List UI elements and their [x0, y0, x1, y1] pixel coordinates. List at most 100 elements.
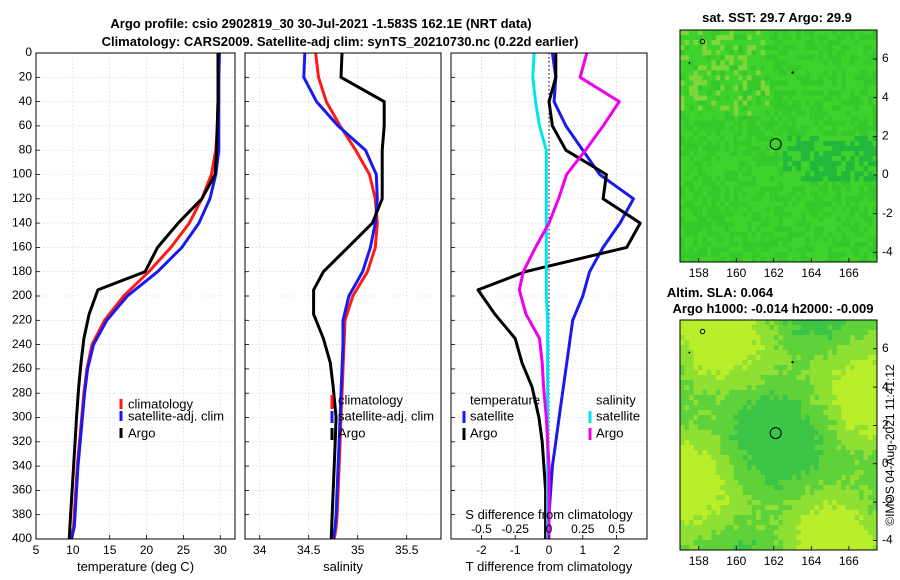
map-cell — [729, 206, 735, 213]
map-cell — [868, 171, 874, 177]
map-cell — [805, 435, 811, 441]
map-cell — [868, 115, 874, 122]
map-cell — [841, 60, 847, 66]
map-cell — [697, 115, 703, 122]
map-cell — [841, 135, 847, 142]
map-cell — [854, 455, 860, 461]
map-cell — [800, 340, 806, 346]
map-cell — [836, 515, 842, 521]
map-cell — [868, 75, 874, 81]
map-cell — [832, 525, 838, 531]
map-cell — [711, 485, 717, 491]
map-cell — [805, 335, 811, 341]
map-cell — [868, 125, 874, 132]
map-cell — [872, 455, 878, 461]
map-cell — [782, 115, 788, 122]
map-cell — [756, 45, 762, 51]
map-cell — [845, 186, 851, 192]
map-cell — [769, 505, 775, 511]
map-cell — [711, 216, 717, 223]
map-cell — [845, 340, 851, 346]
map-cell — [845, 55, 851, 61]
map-cell — [711, 181, 717, 187]
map-cell — [823, 115, 829, 122]
map-cell — [765, 236, 771, 243]
map-cell — [738, 485, 744, 491]
map-cell — [872, 430, 878, 436]
map-cell — [715, 105, 721, 112]
map-cell — [814, 465, 820, 471]
map-cell — [778, 125, 784, 132]
map-cell — [738, 510, 744, 516]
map-cell — [715, 330, 721, 336]
map-cell — [832, 110, 838, 117]
map-cell — [827, 335, 833, 341]
map-cell — [684, 450, 690, 456]
map-cell — [702, 435, 708, 441]
map-cell — [836, 45, 842, 51]
map-cell — [684, 530, 690, 536]
map-cell — [832, 236, 838, 243]
map-cell — [778, 510, 784, 516]
map-cell — [868, 161, 874, 167]
map-cell — [814, 470, 820, 476]
map-cell — [814, 105, 820, 112]
map-cell — [688, 345, 694, 351]
map-cell — [796, 485, 802, 491]
y-tick-label: 6 — [882, 51, 889, 65]
map-cell — [738, 330, 744, 336]
map-cell — [787, 345, 793, 351]
map-cell — [680, 206, 685, 213]
map-cell — [841, 75, 847, 81]
map-cell — [720, 161, 726, 167]
map-cell — [818, 395, 824, 401]
map-cell — [715, 151, 721, 157]
difference-legend: temperature salinity satellite Argo sate… — [462, 392, 640, 440]
map-cell — [809, 216, 815, 223]
map-cell — [684, 196, 690, 202]
map-cell — [729, 390, 735, 396]
map-cell — [688, 325, 694, 331]
map-cell — [863, 360, 869, 366]
map-cell — [827, 390, 833, 396]
map-cell — [769, 161, 775, 167]
map-cell — [872, 35, 878, 41]
map-cell — [733, 345, 739, 351]
map-cell — [863, 505, 869, 511]
map-cell — [823, 176, 829, 182]
map-cell — [809, 50, 815, 56]
map-cell — [863, 166, 869, 172]
map-cell — [751, 171, 757, 177]
map-cell — [693, 206, 699, 213]
map-cell — [827, 525, 833, 531]
map-cell — [832, 35, 838, 41]
map-cell — [859, 520, 865, 526]
map-cell — [711, 236, 717, 243]
map-cell — [688, 505, 694, 511]
map-cell — [850, 445, 856, 451]
map-cell — [782, 515, 788, 521]
map-cell — [724, 55, 730, 61]
map-cell — [760, 355, 766, 361]
map-cell — [756, 420, 762, 426]
map-cell — [859, 540, 865, 546]
map-cell — [760, 545, 766, 551]
map-cell — [738, 146, 744, 152]
map-cell — [836, 181, 842, 187]
map-cell — [845, 135, 851, 142]
series-line-satellite-adj-clim — [69, 52, 221, 540]
map-cell — [729, 251, 735, 258]
map-cell — [827, 85, 833, 92]
map-cell — [832, 390, 838, 396]
map-cell — [859, 85, 865, 92]
map-cell — [702, 120, 708, 127]
map-cell — [715, 385, 721, 391]
map-cell — [747, 100, 753, 107]
map-cell — [872, 510, 878, 516]
map-cell — [742, 505, 748, 511]
map-cell — [724, 405, 730, 411]
map-cell — [756, 470, 762, 476]
map-cell — [850, 216, 856, 223]
map-cell — [706, 540, 712, 546]
map-cell — [760, 191, 766, 197]
